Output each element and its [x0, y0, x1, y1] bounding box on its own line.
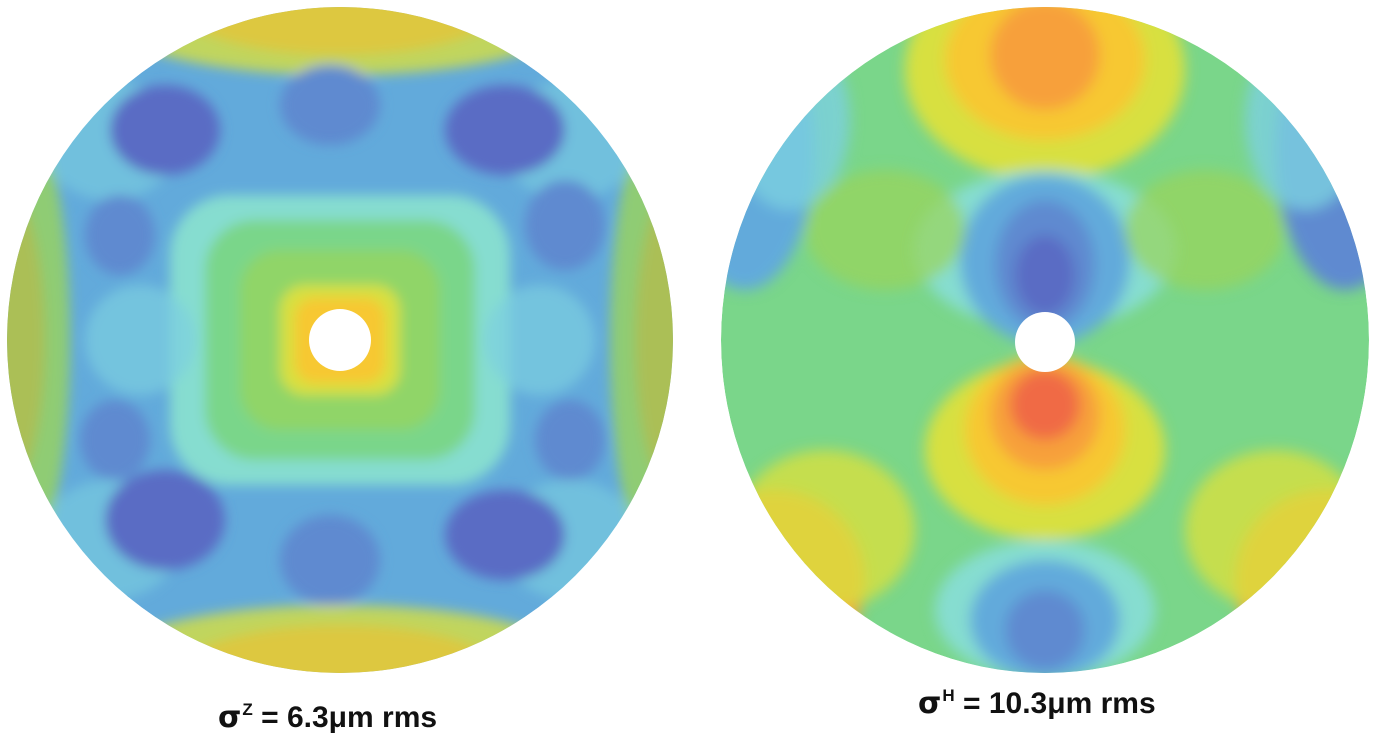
sigma-h-deformation-map — [721, 7, 1369, 673]
center-hole — [1015, 312, 1075, 372]
sigma-h-caption: σH = 10.3μm rms — [918, 686, 1156, 721]
z-superscript: Z — [242, 700, 253, 719]
sigma-h-value: = 10.3μm rms — [954, 687, 1156, 720]
sigma-symbol: σ — [218, 700, 242, 735]
sigma-symbol: σ — [918, 686, 942, 721]
h-superscript: H — [942, 686, 955, 705]
sigma-z-contour-field — [7, 7, 673, 673]
sigma-z-value: = 6.3μm rms — [252, 701, 438, 734]
sigma-h-contour-field — [721, 7, 1369, 673]
sigma-z-caption: σZ = 6.3μm rms — [218, 700, 437, 735]
center-hole — [309, 309, 371, 371]
sigma-z-deformation-map — [7, 7, 673, 673]
